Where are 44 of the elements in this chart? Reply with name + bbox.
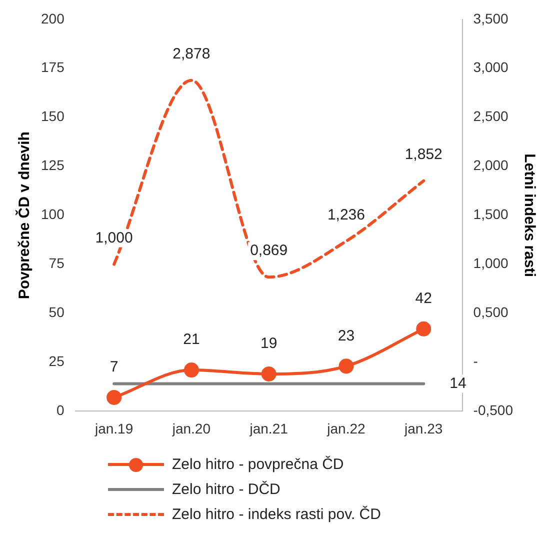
- y2-tick-label: 2,500: [473, 108, 509, 124]
- y2-tick-label: 3,000: [473, 59, 509, 76]
- data-label: 1,236: [327, 206, 365, 224]
- data-label: 2,878: [172, 45, 210, 62]
- y-tick-label: 25: [48, 353, 65, 370]
- y2-tick-label: 3,500: [473, 10, 509, 26]
- legend-label: Zelo hitro - DČD: [172, 481, 280, 498]
- y-tick-label: 150: [41, 108, 65, 124]
- point: [106, 390, 122, 405]
- y-tick-label: 175: [41, 59, 65, 76]
- data-label: 42: [415, 290, 432, 308]
- data-label: 7: [110, 358, 118, 376]
- x-tick-label: jan.23: [404, 420, 443, 436]
- data-label: 23: [338, 327, 355, 344]
- y2-tick-label: 0,500: [473, 304, 509, 320]
- y2-axis-title: Letni indeks rasti: [520, 154, 538, 277]
- x-tick-label: jan.22: [326, 420, 366, 436]
- y-tick-label: 75: [48, 255, 65, 272]
- y2-tick-label: -0,500: [473, 402, 514, 418]
- data-label: 19: [260, 335, 278, 352]
- y-tick-label: 50: [48, 304, 65, 320]
- point: [338, 358, 354, 374]
- y2-tick-label: 2,000: [473, 157, 509, 174]
- y-axis-title: Povprečne ČD v dnevih: [15, 132, 34, 300]
- point: [261, 366, 276, 382]
- point: [184, 362, 199, 378]
- y2-tick-label: 1,000: [473, 255, 509, 272]
- point: [416, 321, 432, 336]
- y2-tick-label: 1,500: [473, 206, 509, 222]
- x-tick-label: jan.20: [171, 420, 211, 436]
- y-tick-label: 200: [41, 10, 65, 26]
- x-tick-label: jan.21: [248, 420, 288, 436]
- data-label: 1,000: [95, 229, 133, 246]
- data-label: 1,852: [404, 146, 442, 163]
- y-tick-label: 100: [41, 206, 65, 222]
- legend-label: Zelo hitro - povprečna ČD: [172, 456, 344, 473]
- data-label: 14: [450, 374, 466, 392]
- y-tick-label: 125: [41, 157, 65, 174]
- y-tick-label: 0: [56, 402, 65, 418]
- data-label: 0,869: [250, 242, 288, 260]
- legend-label: Zelo hitro - indeks rasti pov. ČD: [172, 506, 381, 523]
- data-label: 21: [183, 331, 200, 348]
- x-tick-label: jan.19: [94, 420, 134, 436]
- y2-tick-label: -: [473, 353, 478, 370]
